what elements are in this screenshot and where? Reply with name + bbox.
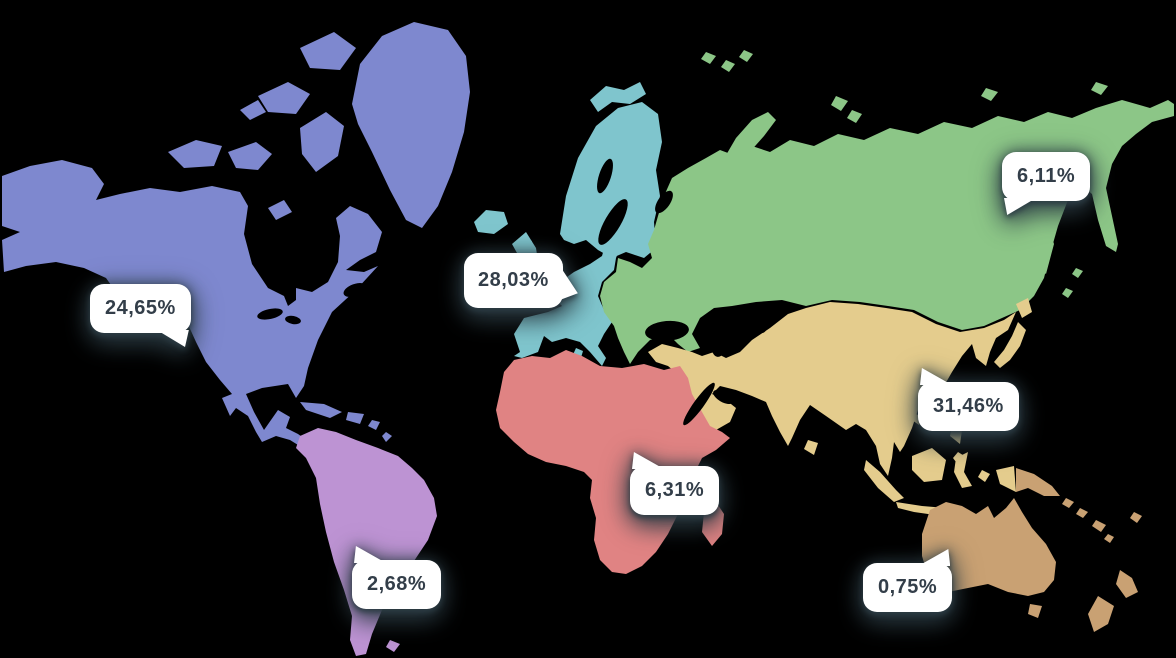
callout-europe-value: 28,03%: [464, 253, 563, 308]
callout-south-america-value: 2,68%: [352, 560, 442, 609]
callout-south-america: 2,68%: [352, 546, 442, 609]
callout-russia-value: 6,11%: [1002, 152, 1091, 201]
callout-africa: 6,31%: [630, 452, 720, 515]
callout-north-america-value: 24,65%: [90, 284, 191, 333]
region-south-america[interactable]: [296, 428, 437, 656]
callout-asia: 31,46%: [918, 368, 1019, 431]
callout-north-america: 24,65%: [90, 284, 191, 347]
callout-europe: 28,03%: [464, 253, 578, 308]
callout-oceania: 0,75%: [863, 549, 953, 612]
callout-oceania-value: 0,75%: [863, 563, 953, 612]
region-north-america[interactable]: [2, 22, 470, 456]
callout-russia: 6,11%: [1002, 152, 1091, 215]
callout-asia-value: 31,46%: [918, 382, 1019, 431]
region-asia[interactable]: [648, 298, 1032, 529]
region-oceania[interactable]: [922, 468, 1142, 632]
callout-africa-value: 6,31%: [630, 466, 720, 515]
inland-seas: [257, 158, 767, 426]
